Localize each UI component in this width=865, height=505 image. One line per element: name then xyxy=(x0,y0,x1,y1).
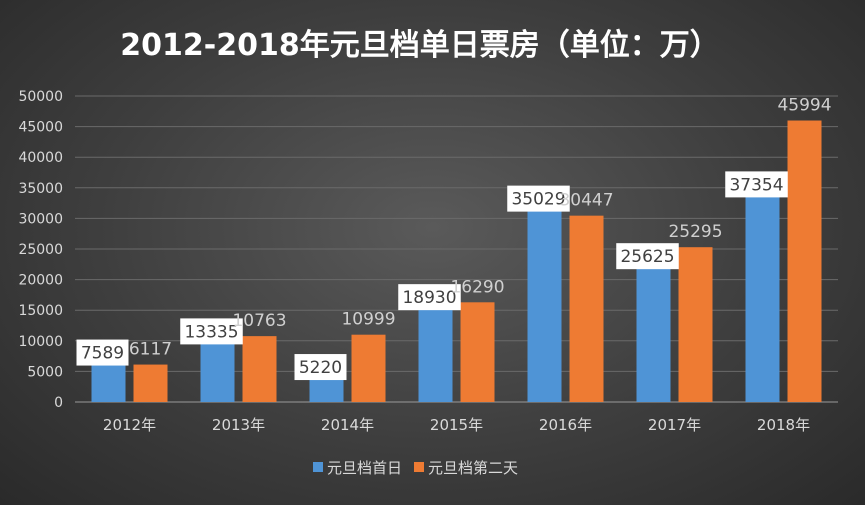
x-tick-label: 2015年 xyxy=(430,416,483,434)
x-tick-label: 2018年 xyxy=(757,416,810,434)
y-tick-label: 50000 xyxy=(18,89,63,105)
y-tick-label: 25000 xyxy=(18,242,63,258)
bar-first-day xyxy=(527,187,562,402)
bar-first-day xyxy=(745,173,780,402)
legend: 元旦档首日 元旦档第二天 xyxy=(313,459,518,477)
data-label-box xyxy=(294,354,347,381)
y-axis: 0 5000 10000 15000 20000 25000 30000 35000 40000… xyxy=(18,89,63,411)
data-label-second-day: 6117 xyxy=(129,340,172,360)
data-label-box xyxy=(507,185,570,212)
data-label-box xyxy=(398,284,461,311)
y-tick-label: 10000 xyxy=(18,334,63,350)
y-tick-label: 40000 xyxy=(18,150,63,166)
x-tick-label: 2012年 xyxy=(103,416,156,434)
x-tick-label: 2017年 xyxy=(648,416,701,434)
chart-title: 2012-2018年元旦档单日票房（单位：万） xyxy=(120,28,719,63)
data-label-first-day: 7589 xyxy=(81,344,124,364)
legend-label: 元旦档首日 xyxy=(327,459,402,477)
data-label-first-day: 5220 xyxy=(299,358,342,378)
bar-first-day xyxy=(636,245,671,402)
bar-second-day xyxy=(133,364,168,402)
y-tick-label: 35000 xyxy=(18,181,63,197)
data-label-second-day: 25295 xyxy=(668,222,722,242)
data-label-box xyxy=(725,171,788,198)
y-tick-label: 30000 xyxy=(18,211,63,227)
legend-swatch xyxy=(414,462,424,472)
y-tick-label: 15000 xyxy=(18,303,63,319)
data-label-second-day: 10999 xyxy=(341,310,395,330)
data-label-second-day: 16290 xyxy=(450,277,504,297)
bars xyxy=(91,120,822,402)
data-label-second-day: 10763 xyxy=(232,311,286,331)
data-label-second-day: 30447 xyxy=(559,191,613,211)
bar-second-day xyxy=(351,334,386,402)
x-tick-label: 2016年 xyxy=(539,416,592,434)
y-tick-label: 20000 xyxy=(18,273,63,289)
bar-second-day xyxy=(460,302,495,402)
y-tick-label: 45000 xyxy=(18,120,63,136)
bar-second-day xyxy=(678,247,713,402)
x-axis: 2012年 2013年 2014年 2015年 2016年 2017年 2018年 xyxy=(103,416,810,434)
bar-second-day xyxy=(242,336,277,402)
data-label-box xyxy=(76,339,129,366)
x-tick-label: 2014年 xyxy=(321,416,374,434)
data-label-second-day: 45994 xyxy=(777,96,831,116)
data-label-first-day: 35029 xyxy=(511,190,565,210)
data-label-first-day: 13335 xyxy=(184,322,238,342)
x-tick-label: 2013年 xyxy=(212,416,265,434)
data-label-box xyxy=(180,318,243,345)
bar-second-day xyxy=(787,120,822,402)
y-tick-label: 0 xyxy=(54,395,63,411)
y-tick-label: 5000 xyxy=(27,364,63,380)
legend-label: 元旦档第二天 xyxy=(428,459,518,477)
data-label-first-day: 18930 xyxy=(402,288,456,308)
bar-second-day xyxy=(569,215,604,402)
legend-swatch xyxy=(313,462,323,472)
data-label-box xyxy=(616,243,679,270)
data-label-first-day: 25625 xyxy=(620,247,674,267)
data-label-first-day: 37354 xyxy=(729,175,783,195)
grid-lines xyxy=(75,95,838,403)
